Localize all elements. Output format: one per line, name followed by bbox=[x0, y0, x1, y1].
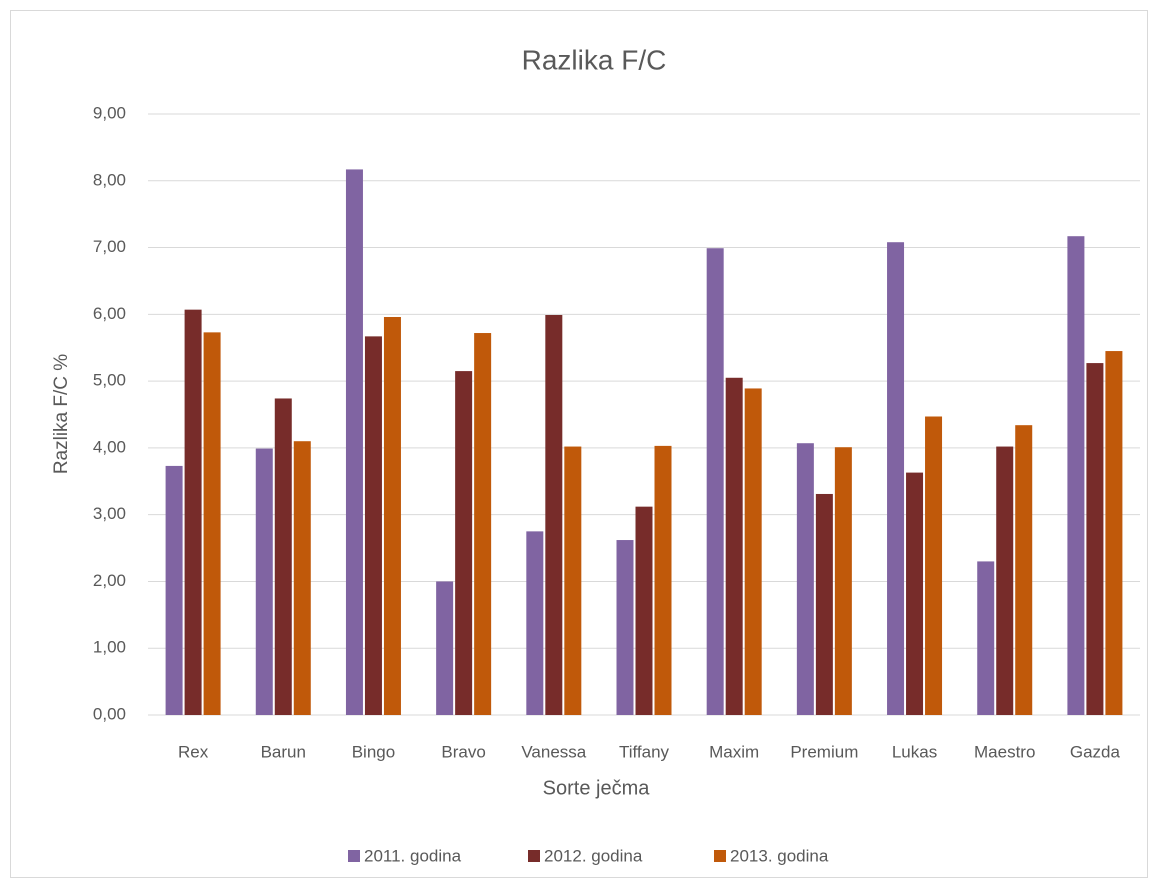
bar bbox=[706, 248, 724, 715]
x-axis-label: Sorte ječma bbox=[543, 777, 651, 799]
bar bbox=[654, 445, 672, 715]
x-tick-label: Bingo bbox=[352, 742, 395, 761]
y-tick-label: 9,00 bbox=[93, 103, 126, 122]
bar bbox=[887, 242, 905, 716]
bar bbox=[996, 446, 1014, 715]
bar bbox=[364, 336, 382, 715]
y-tick-label: 3,00 bbox=[93, 504, 126, 523]
bar bbox=[815, 493, 833, 715]
bar bbox=[834, 447, 852, 715]
bar bbox=[925, 416, 943, 715]
bar bbox=[345, 169, 363, 716]
y-tick-label: 5,00 bbox=[93, 371, 126, 390]
x-tick-label: Lukas bbox=[892, 742, 937, 761]
bar bbox=[203, 332, 221, 715]
bar bbox=[383, 317, 401, 715]
x-tick-label: Tiffany bbox=[619, 742, 670, 761]
legend-swatch bbox=[714, 850, 726, 862]
y-tick-label: 4,00 bbox=[93, 437, 126, 456]
y-tick-label: 8,00 bbox=[93, 170, 126, 189]
x-tick-label: Gazda bbox=[1070, 742, 1121, 761]
y-tick-label: 7,00 bbox=[93, 237, 126, 256]
x-tick-label: Rex bbox=[178, 742, 209, 761]
bar bbox=[184, 309, 202, 715]
chart-title: Razlika F/C bbox=[522, 44, 667, 75]
bar bbox=[635, 506, 653, 715]
y-tick-label: 0,00 bbox=[93, 704, 126, 723]
x-tick-label: Barun bbox=[261, 742, 306, 761]
bar bbox=[526, 531, 544, 715]
legend-label: 2012. godina bbox=[544, 846, 643, 865]
bar bbox=[274, 398, 292, 715]
y-tick-label: 6,00 bbox=[93, 304, 126, 323]
x-tick-label: Vanessa bbox=[521, 742, 586, 761]
legend-swatch bbox=[348, 850, 360, 862]
bar bbox=[545, 315, 563, 715]
bar bbox=[796, 443, 814, 715]
bar bbox=[906, 472, 924, 715]
bar bbox=[255, 448, 273, 715]
x-tick-label: Premium bbox=[790, 742, 858, 761]
bar bbox=[1015, 425, 1033, 715]
y-axis-label: Razlika F/C % bbox=[51, 354, 72, 474]
bar bbox=[616, 540, 634, 715]
bar bbox=[564, 446, 582, 715]
bar bbox=[977, 561, 995, 715]
legend-label: 2011. godina bbox=[364, 846, 462, 865]
legend-label: 2013. godina bbox=[730, 846, 829, 865]
bar bbox=[1067, 236, 1085, 715]
bar bbox=[1086, 363, 1104, 715]
x-tick-label: Maestro bbox=[974, 742, 1035, 761]
bar bbox=[293, 441, 311, 715]
bar bbox=[725, 377, 743, 715]
bar bbox=[455, 371, 473, 715]
legend-swatch bbox=[528, 850, 540, 862]
bar bbox=[1105, 351, 1123, 715]
bar bbox=[165, 465, 183, 715]
x-tick-label: Bravo bbox=[441, 742, 485, 761]
y-tick-label: 1,00 bbox=[93, 638, 126, 657]
y-tick-label: 2,00 bbox=[93, 571, 126, 590]
x-tick-label: Maxim bbox=[709, 742, 759, 761]
bar bbox=[744, 388, 762, 715]
bar bbox=[474, 333, 492, 715]
bar bbox=[436, 581, 454, 715]
